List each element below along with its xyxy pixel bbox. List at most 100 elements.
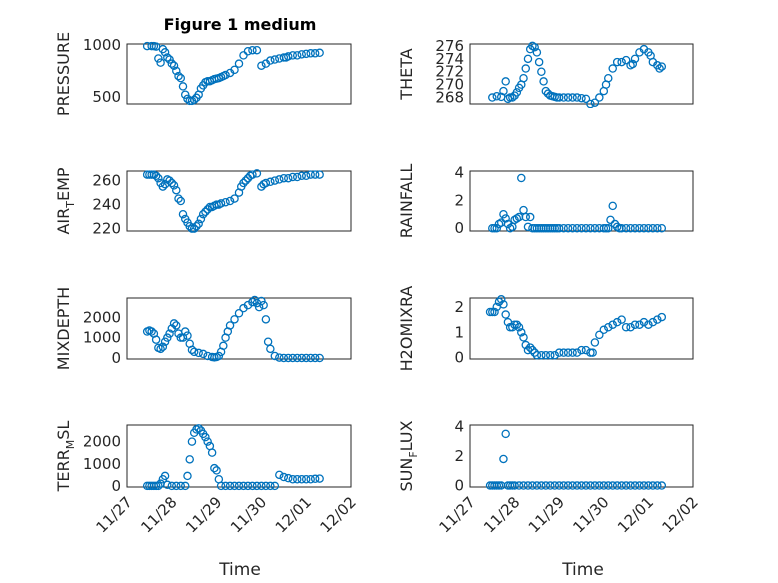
subplot-h2omixra: 0 1 2 H2OMIXRA — [397, 286, 694, 372]
data-point — [657, 223, 667, 233]
y-tick-label: 2 — [454, 298, 464, 316]
data-point — [172, 66, 181, 76]
data-point — [494, 297, 504, 307]
data-point — [617, 315, 626, 324]
data-point — [621, 223, 631, 233]
data-point — [519, 73, 528, 83]
data-point — [230, 65, 239, 75]
data-point — [581, 223, 591, 233]
data-point — [174, 194, 183, 203]
data-point — [577, 223, 586, 233]
data-point — [261, 315, 271, 324]
y-tick-label: 0 — [454, 349, 464, 367]
data-point — [572, 348, 582, 357]
data-series — [142, 424, 324, 491]
data-point — [577, 93, 586, 103]
data-point — [158, 342, 168, 352]
data-point — [617, 223, 626, 233]
data-point — [248, 45, 257, 55]
data-point — [546, 481, 555, 490]
data-point — [288, 353, 298, 363]
data-point — [306, 49, 315, 58]
data-point — [604, 481, 613, 490]
data-point — [521, 64, 531, 73]
y-axis-label: H2OMIXRA — [397, 286, 416, 372]
y-tick-label: 0 — [454, 219, 464, 237]
data-point — [635, 223, 644, 233]
data-point — [608, 481, 617, 490]
data-point — [546, 350, 555, 360]
x-tick-label: 11/27 — [93, 493, 136, 536]
data-point — [243, 481, 253, 491]
x-tick-label: 12/02 — [659, 493, 702, 536]
data-point — [517, 328, 526, 337]
data-point — [248, 170, 257, 179]
data-point — [608, 201, 617, 211]
data-point — [169, 319, 179, 328]
data-point — [151, 335, 161, 344]
data-point — [147, 327, 156, 336]
data-point — [160, 337, 170, 346]
x-axis-label-right: Time — [561, 560, 604, 580]
data-point — [248, 297, 257, 307]
data-point — [499, 454, 508, 464]
data-point — [310, 474, 320, 484]
data-point — [297, 353, 306, 363]
data-point — [541, 350, 551, 360]
data-point — [310, 49, 320, 58]
data-point — [172, 481, 181, 491]
data-point — [608, 320, 617, 329]
data-point — [508, 93, 517, 102]
data-point — [292, 172, 302, 182]
data-point — [630, 223, 640, 233]
data-point — [261, 481, 271, 491]
data-point — [187, 345, 197, 355]
data-point — [635, 481, 644, 490]
data-point — [612, 57, 622, 67]
data-point — [201, 432, 210, 442]
data-point — [501, 429, 510, 439]
data-point — [586, 223, 595, 233]
data-point — [554, 348, 564, 357]
data-point — [563, 481, 573, 490]
data-point — [292, 51, 302, 60]
y-tick-label: 0 — [111, 349, 121, 367]
data-point — [559, 481, 568, 490]
data-point — [221, 70, 230, 80]
data-point — [178, 209, 188, 219]
figure-title: Figure 1 medium — [164, 15, 317, 34]
subplot-mixdepth: 0 1000 2000 MIXDEPTH — [54, 287, 352, 370]
data-point — [270, 481, 280, 491]
data-point — [572, 93, 582, 102]
data-point — [194, 424, 203, 433]
data-point — [252, 45, 262, 55]
data-point — [156, 344, 165, 354]
data-series — [485, 295, 667, 360]
data-point — [648, 317, 658, 327]
y-tick-label: 270 — [435, 76, 464, 94]
data-point — [212, 466, 221, 475]
data-point — [201, 207, 210, 217]
data-point — [257, 61, 266, 70]
data-point — [297, 171, 306, 181]
data-point — [257, 481, 266, 491]
data-point — [568, 93, 577, 102]
data-point — [499, 210, 508, 219]
y-tick-label: 274 — [435, 50, 464, 68]
data-point — [653, 481, 662, 490]
data-point — [160, 48, 170, 57]
data-point — [172, 321, 181, 330]
data-point — [167, 59, 177, 68]
data-point — [169, 181, 179, 190]
data-point — [183, 471, 192, 481]
data-point — [630, 481, 640, 490]
data-point — [534, 57, 544, 67]
data-point — [572, 481, 582, 490]
data-point — [151, 171, 161, 181]
data-point — [180, 90, 190, 99]
data-point — [525, 212, 535, 222]
data-point — [266, 177, 275, 187]
y-tick-label: 500 — [92, 88, 121, 106]
